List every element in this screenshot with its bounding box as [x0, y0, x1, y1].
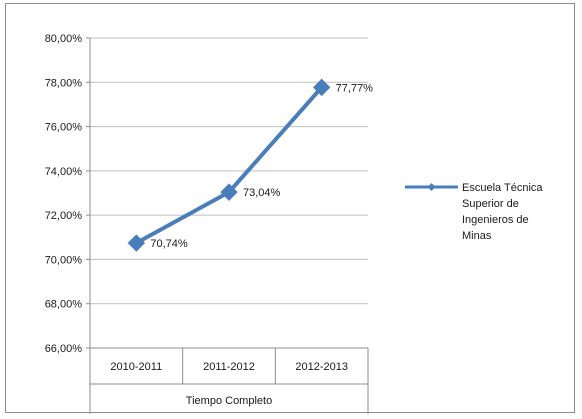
series-line: [135, 86, 324, 245]
axes: 66,00% 68,00% 70,00% 72,00% 74,00% 76,00% 78,0…: [45, 33, 369, 414]
y-tick-label: 70,00%: [45, 254, 83, 266]
y-tick-label: 66,00%: [45, 343, 83, 355]
data-point-marker: [312, 78, 331, 97]
data-point-marker: [220, 183, 238, 201]
legend-label: Ingenieros de: [462, 214, 529, 226]
legend-label: Superior de: [462, 198, 519, 210]
x-tick-label: 2012-2013: [295, 361, 348, 373]
data-point-marker: [127, 234, 146, 252]
y-tick-label: 80,00%: [45, 33, 83, 45]
data-label: 70,74%: [150, 238, 188, 250]
labels: 70,74% 73,04% 77,77%: [150, 82, 373, 250]
data-label: 73,04%: [243, 187, 281, 199]
legend-label: Escuela Técnica: [462, 182, 543, 194]
chart-frame: [5, 3, 575, 413]
data-label: 77,77%: [336, 82, 374, 94]
legend: Escuela Técnica Superior de Ingenieros de M…: [405, 182, 543, 242]
series-layer: [127, 78, 331, 252]
y-tick-label: 76,00%: [45, 122, 83, 134]
x-group-label: Tiempo Completo: [186, 395, 272, 407]
legend-label: Minas: [462, 230, 492, 242]
x-tick-label: 2010-2011: [110, 361, 162, 373]
y-tick-label: 68,00%: [45, 299, 83, 311]
x-tick-label: 2011-2012: [203, 361, 255, 373]
y-tick-label: 74,00%: [45, 166, 83, 178]
y-tick-label: 78,00%: [45, 77, 83, 89]
y-tick-label: 72,00%: [45, 210, 83, 222]
legend-marker: [427, 183, 436, 191]
